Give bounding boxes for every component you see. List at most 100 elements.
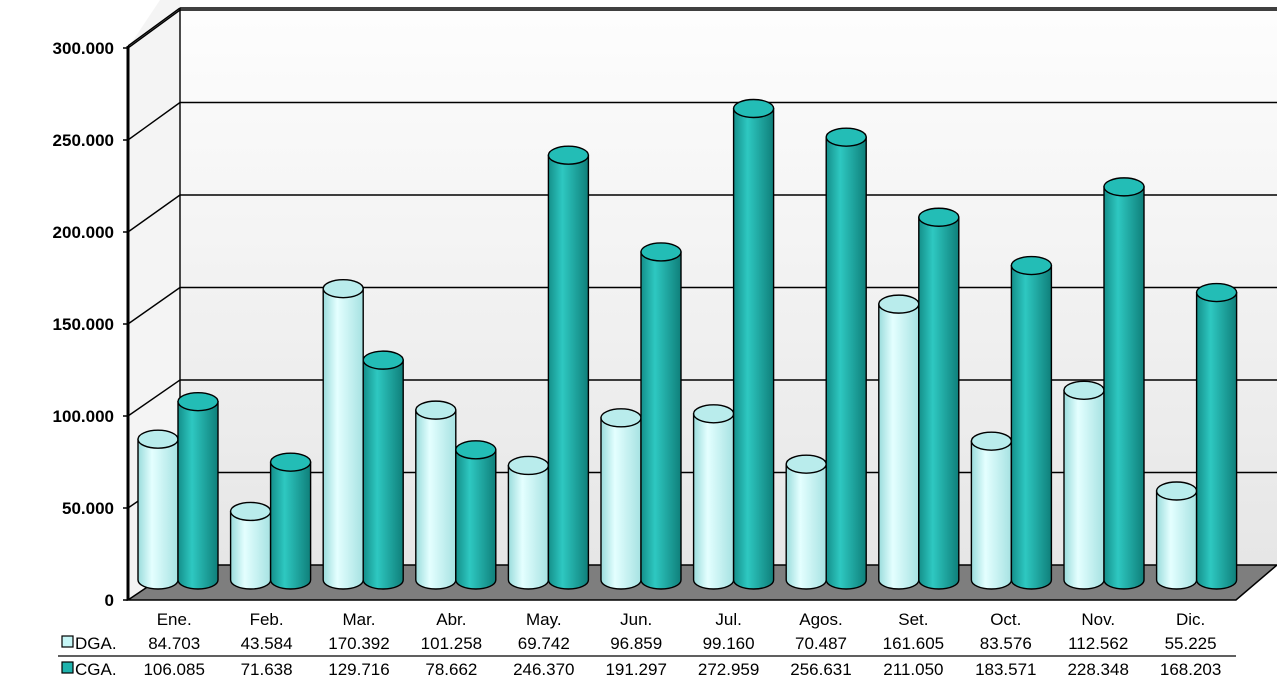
- bar-dga-2: [322, 278, 364, 590]
- cylinder-body: [1155, 490, 1198, 590]
- category-label: Mar.: [342, 610, 375, 629]
- cylinder-top: [322, 278, 364, 299]
- data-table-value: 70.487: [795, 634, 847, 653]
- bar-cga-1: [269, 452, 312, 590]
- cylinder-body: [547, 154, 590, 590]
- cylinder-body: [878, 303, 920, 590]
- cylinder-top: [1010, 255, 1053, 276]
- legend-label-cga: CGA.: [75, 660, 117, 679]
- bar-cga-10: [1103, 177, 1145, 590]
- data-table-value: 112.562: [1068, 634, 1128, 653]
- bar-cga-0: [177, 391, 219, 590]
- cylinder-body: [455, 449, 497, 590]
- data-table-value: 168.203: [1160, 660, 1221, 679]
- data-table-value: 96.859: [610, 634, 662, 653]
- legend-label-dga: DGA.: [75, 634, 117, 653]
- data-table-value: 272.959: [698, 660, 759, 679]
- data-table-value: 161.605: [883, 634, 944, 653]
- data-table-value: 228.348: [1067, 660, 1128, 679]
- cylinder-body: [600, 417, 642, 590]
- data-table-value: 183.571: [975, 660, 1036, 679]
- cylinder-body: [362, 359, 404, 590]
- cylinder-body: [970, 440, 1013, 590]
- data-table-value: 256.631: [790, 660, 851, 679]
- cylinder-top: [1103, 177, 1145, 197]
- bar-dga-6: [692, 404, 735, 590]
- cylinder-body: [322, 287, 364, 590]
- category-label: Set.: [898, 610, 928, 629]
- y-tick-label: 300.000: [53, 39, 114, 58]
- legend-swatch-dga: [61, 635, 74, 648]
- category-label: Abr.: [436, 610, 466, 629]
- cylinder-top: [640, 242, 682, 262]
- data-table-value: 83.576: [980, 634, 1032, 653]
- data-table-value: 78.662: [425, 660, 477, 679]
- data-table-value: 129.716: [328, 660, 389, 679]
- bar-cga-11: [1195, 282, 1238, 590]
- data-table-value: 101.258: [421, 634, 482, 653]
- category-label: Oct.: [990, 610, 1021, 629]
- cylinder-top: [415, 400, 457, 420]
- chart-top-side-edge: [127, 7, 181, 47]
- bar-dga-8: [878, 294, 920, 590]
- cylinder-top: [600, 408, 642, 428]
- cylinder-body: [1103, 186, 1145, 590]
- cylinder-body: [825, 136, 867, 590]
- y-tick-label: 50.000: [62, 499, 114, 518]
- data-table-value: 55.225: [1165, 634, 1217, 653]
- bar-cga-3: [455, 440, 497, 590]
- cylinder-body: [1063, 389, 1105, 590]
- cylinder-body: [918, 216, 960, 590]
- y-tick-label: 200.000: [53, 223, 114, 242]
- category-label: Ene.: [157, 610, 192, 629]
- category-label: Jun.: [620, 610, 652, 629]
- cylinder-top: [547, 145, 590, 165]
- data-table-value: 170.392: [328, 634, 389, 653]
- cylinder-top: [455, 440, 497, 460]
- category-label: May.: [526, 610, 562, 629]
- y-tick-label: 100.000: [53, 407, 114, 426]
- cylinder-top: [229, 501, 272, 522]
- bar-dga-5: [600, 408, 642, 590]
- bar-cga-6: [732, 98, 775, 590]
- cylinder-top: [970, 431, 1013, 451]
- bar-cga-2: [362, 350, 404, 590]
- cylinder-top: [137, 429, 179, 449]
- cylinder-top: [825, 127, 867, 147]
- cylinder-body: [229, 510, 272, 590]
- cylinder-body: [785, 463, 827, 590]
- data-table-value: 106.085: [143, 660, 204, 679]
- category-label: Agos.: [799, 610, 842, 629]
- data-table-value: 191.297: [605, 660, 666, 679]
- bar-dga-0: [137, 429, 179, 590]
- cylinder-body: [137, 438, 179, 590]
- category-label: Jul.: [715, 610, 741, 629]
- bar-cga-8: [918, 207, 960, 590]
- cylinder-top: [507, 455, 550, 476]
- bar-dga-10: [1063, 380, 1105, 590]
- data-table-value: 69.742: [518, 634, 570, 653]
- cylinder-top: [732, 98, 775, 119]
- data-table-value: 71.638: [241, 660, 293, 679]
- cylinder-top: [1063, 380, 1105, 400]
- cylinder-top: [878, 294, 920, 314]
- category-label: Nov.: [1081, 610, 1115, 629]
- cylinder-top: [177, 391, 219, 412]
- cylinder-body: [692, 413, 735, 590]
- cylinder-body: [1195, 291, 1238, 590]
- bar-dga-9: [970, 431, 1013, 590]
- cylinder-top: [1195, 282, 1238, 303]
- cylinder-top: [269, 452, 312, 472]
- bar-cga-9: [1010, 255, 1053, 590]
- cylinder-body: [732, 107, 775, 590]
- cylinder-top: [362, 350, 404, 370]
- data-table-value: 43.584: [241, 634, 293, 653]
- cylinder-top: [785, 454, 827, 474]
- cylinder-top: [1155, 481, 1198, 501]
- bar-dga-11: [1155, 481, 1198, 590]
- bar-cga-5: [640, 242, 682, 590]
- cylinder-body: [1010, 264, 1053, 590]
- data-table-value: 84.703: [148, 634, 200, 653]
- y-tick-label: 250.000: [53, 131, 114, 150]
